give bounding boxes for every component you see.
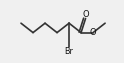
- Text: O: O: [82, 10, 89, 19]
- Text: O: O: [90, 28, 96, 37]
- Text: Br: Br: [65, 47, 74, 56]
